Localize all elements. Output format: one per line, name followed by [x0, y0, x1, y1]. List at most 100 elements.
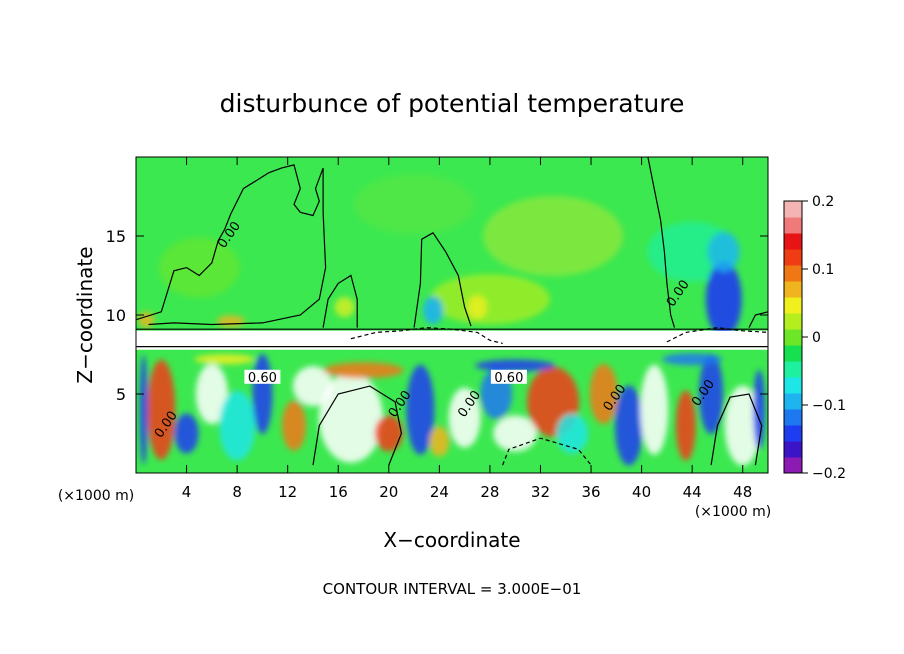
- shading-blob: [753, 369, 766, 450]
- colorbar-swatch: [784, 313, 802, 330]
- shading-blob: [194, 354, 255, 365]
- contour-zero-right: [647, 157, 676, 328]
- shading-blob: [216, 315, 245, 328]
- shading-blob: [614, 385, 643, 466]
- contour-lower-dashed: [502, 437, 592, 466]
- y-axis-label: Z−coordinate: [73, 246, 97, 383]
- shading-blob: [282, 400, 306, 451]
- contour-lower-right: [710, 393, 763, 466]
- x-axis-ticks: 4 8 12 16 20 24 28 32 36 40 44 48: [182, 157, 752, 501]
- shading-blob: [493, 415, 538, 452]
- shading-blob: [556, 413, 589, 454]
- colorbar-swatch: [784, 393, 802, 410]
- shading-blob: [323, 362, 404, 379]
- y-tick-label: 15: [106, 227, 126, 246]
- shading-blob: [699, 354, 724, 434]
- contour-zero-left: [136, 164, 327, 326]
- shading-blob: [139, 354, 148, 465]
- colorbar-swatch: [784, 361, 802, 378]
- colorbar-swatch: [784, 233, 802, 250]
- contour-band-dashed-right: [666, 326, 768, 343]
- colorbar-swatch: [784, 377, 802, 394]
- upper-field: [136, 157, 768, 338]
- colorbar: [783, 200, 803, 474]
- shading-blob: [707, 231, 740, 272]
- colorbar-tick-label: 0: [812, 330, 821, 346]
- colorbar-ticks: 0.2 0.1 0 −0.1 −0.2: [802, 194, 846, 482]
- contour-label: 0.60: [248, 371, 277, 386]
- colorbar-swatch: [784, 217, 802, 234]
- colorbar-swatch: [784, 201, 802, 218]
- contour-interval-note: CONTOUR INTERVAL = 3.000E−01: [323, 580, 582, 598]
- shading-blob: [589, 364, 618, 424]
- x-axis-label: X−coordinate: [383, 528, 520, 552]
- x-unit-right: (×1000 m): [695, 504, 771, 520]
- colorbar-tick-label: −0.1: [812, 398, 846, 414]
- shading-blob: [219, 390, 256, 461]
- shading-blob: [724, 385, 761, 466]
- x-tick-label: 24: [430, 483, 449, 501]
- plot-area: [136, 157, 768, 473]
- colorbar-swatch: [784, 425, 802, 442]
- colorbar-swatch: [784, 441, 802, 458]
- x-tick-label: 44: [683, 483, 702, 501]
- contour-lower-loop: [312, 385, 403, 466]
- y-tick-label: 5: [116, 385, 126, 404]
- shading-blob: [354, 174, 475, 235]
- shading-blob: [448, 387, 481, 448]
- shading-blob: [138, 311, 155, 328]
- y-tick-label: 10: [106, 306, 126, 325]
- x-tick-label: 32: [531, 483, 550, 501]
- x-tick-label: 4: [182, 483, 192, 501]
- contour-zero-center: [413, 232, 472, 328]
- colorbar-swatch: [784, 329, 802, 346]
- x-tick-label: 48: [733, 483, 752, 501]
- upper-field-shading: [138, 174, 742, 338]
- shading-blob: [195, 364, 228, 424]
- x-tick-label: 12: [278, 483, 297, 501]
- colorbar-tick-label: 0.1: [812, 262, 834, 278]
- x-unit-left: (×1000 m): [58, 488, 134, 504]
- band-fill: [136, 330, 768, 350]
- x-tick-label: 20: [379, 483, 398, 501]
- shading-blob: [406, 364, 435, 455]
- colorbar-tick-label: 0.2: [812, 194, 834, 210]
- shading-blob: [174, 413, 199, 454]
- colorbar-swatch: [784, 409, 802, 426]
- shading-blob: [475, 359, 556, 372]
- shading-blob: [374, 415, 403, 452]
- shading-blob: [423, 296, 444, 325]
- shading-blob: [318, 372, 383, 463]
- shading-blob: [252, 354, 273, 434]
- shading-blob: [705, 261, 742, 338]
- colorbar-tick-label: −0.2: [812, 466, 846, 482]
- x-tick-label: 28: [480, 483, 499, 501]
- colorbar-swatch: [784, 249, 802, 266]
- contour-label: 0.60: [494, 371, 523, 386]
- contour-lines: [136, 157, 768, 466]
- shading-blob: [429, 274, 550, 325]
- chart-title: disturbunce of potential temperature: [220, 89, 685, 118]
- contour-label-bg: [490, 369, 527, 384]
- turbulent-layer: [136, 349, 768, 473]
- x-tick-label: 16: [329, 483, 348, 501]
- contour-band-dashed: [350, 326, 503, 344]
- shading-blob: [483, 196, 624, 276]
- shading-blob: [429, 426, 450, 457]
- shading-blob: [467, 295, 488, 320]
- colorbar-swatch: [784, 281, 802, 298]
- contour-zero-mid: [322, 274, 358, 328]
- x-tick-label: 36: [581, 483, 600, 501]
- shading-blob: [147, 359, 176, 460]
- shading-blob: [675, 390, 696, 461]
- x-tick-label: 40: [632, 483, 651, 501]
- shading-blob: [159, 237, 240, 298]
- lower-field-shading: [139, 353, 766, 466]
- shading-blob: [334, 297, 355, 318]
- colorbar-swatch: [784, 297, 802, 314]
- shading-blob: [662, 353, 723, 366]
- contour-zero-edge: [748, 311, 768, 328]
- x-tick-label: 8: [232, 483, 242, 501]
- colorbar-swatch: [784, 457, 802, 474]
